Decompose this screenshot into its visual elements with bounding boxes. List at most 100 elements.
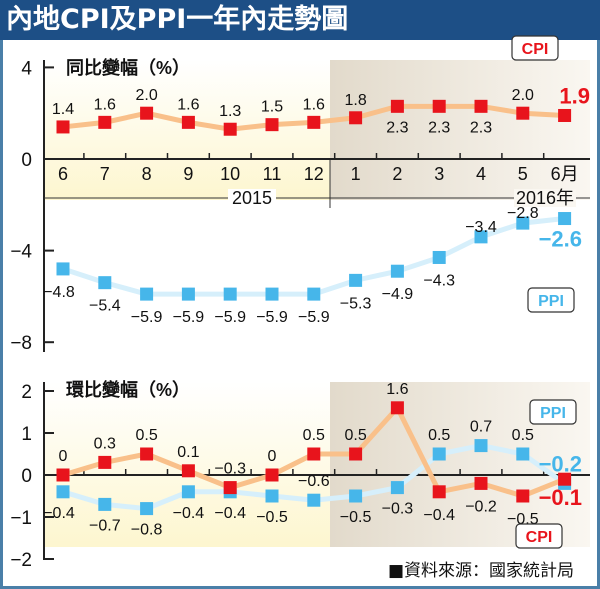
- x-tick-label-month: 6月: [551, 164, 579, 184]
- mom-y-tick-label: 1: [21, 424, 32, 445]
- mom-ppi-value-label: −0.6: [298, 473, 330, 490]
- mom-ppi-callout-label: PPI: [540, 405, 566, 422]
- yoy-cpi-point: [223, 122, 237, 136]
- mom-cpi-value-label: 0.5: [135, 427, 157, 444]
- mom-cpi-point: [140, 447, 154, 461]
- x-tick-label-month: 5: [518, 164, 528, 184]
- mom-cpi-value-label: −0.2: [465, 498, 497, 515]
- yoy-cpi-value-label: 2.3: [386, 119, 408, 136]
- yoy-cpi-value-label: 1.9: [559, 83, 590, 108]
- yoy-cpi-value-label: 2.3: [428, 119, 450, 136]
- yoy-ppi-point: [223, 287, 237, 301]
- yoy-chart-title: 同比變幅（%）: [66, 57, 190, 78]
- x-tick-label-month: 9: [183, 164, 193, 184]
- mom-ppi-point: [390, 481, 404, 495]
- yoy-cpi-value-label: 2.0: [135, 87, 157, 104]
- yoy-ppi-point: [516, 216, 530, 230]
- mom-cpi-value-label: −0.1: [539, 485, 582, 510]
- mom-cpi-point: [181, 464, 195, 478]
- mom-ppi-value-label: 0.7: [470, 419, 492, 436]
- yoy-y-tick-label: −4: [10, 242, 32, 263]
- mom-cpi-value-label: 0: [268, 448, 277, 465]
- mom-ppi-value-label: −0.2: [539, 451, 582, 476]
- yoy-ppi-value-label: −3.4: [465, 219, 497, 236]
- mom-cpi-point: [98, 455, 112, 469]
- x-tick-label-month: 12: [304, 164, 324, 184]
- mom-ppi-point: [307, 493, 321, 507]
- mom-cpi-value-label: 0.3: [94, 435, 116, 452]
- yoy-cpi-value-label: 1.8: [344, 92, 366, 109]
- yoy-cpi-point: [432, 99, 446, 113]
- yoy-cpi-value-label: 1.6: [94, 96, 116, 113]
- mom-ppi-callout-box: [529, 399, 577, 425]
- yoy-y-tick-label: 4: [21, 58, 32, 79]
- yoy-ppi-value-label: −4.8: [43, 284, 75, 301]
- yoy-ppi-point: [140, 287, 154, 301]
- x-tick-label-month: 1: [351, 164, 361, 184]
- yoy-cpi-point: [349, 111, 363, 125]
- mom-y-tick-label: 2: [21, 382, 32, 403]
- mom-cpi-point: [56, 468, 70, 482]
- yoy-ppi-value-label: −2.8: [507, 205, 539, 222]
- yoy-ppi-value-label: −4.3: [423, 272, 455, 289]
- mom-ppi-value-label: −0.7: [89, 517, 121, 534]
- yoy-ppi-value-label: −4.9: [382, 286, 414, 303]
- yoy-ppi-value-label: −2.6: [539, 227, 582, 252]
- yoy-ppi-callout-box: [527, 287, 575, 313]
- mom-chart-title: 環比變幅（%）: [66, 379, 190, 400]
- yoy-ppi-point: [390, 264, 404, 278]
- yoy-cpi-callout-box: [511, 35, 559, 61]
- x-tick-label-month: 8: [142, 164, 152, 184]
- x-tick-label-month: 11: [263, 164, 282, 184]
- mom-ppi-point: [98, 497, 112, 511]
- mom-ppi-value-label: −0.3: [382, 501, 414, 518]
- yoy-ppi-value-label: −5.9: [256, 309, 288, 326]
- mom-cpi-value-label: 0.1: [177, 444, 199, 461]
- yoy-ppi-value-label: −5.9: [214, 309, 246, 326]
- yoy-y-tick-label: 0: [21, 150, 32, 171]
- mom-ppi-value-label: −0.4: [214, 505, 246, 522]
- yoy-cpi-value-label: 2.3: [470, 119, 492, 136]
- yoy-ppi-value-label: −5.9: [298, 309, 330, 326]
- mom-cpi-value-label: 0.5: [344, 427, 366, 444]
- yoy-cpi-value-label: 1.6: [177, 96, 199, 113]
- yoy-ppi-point: [181, 287, 195, 301]
- mom-cpi-point: [307, 447, 321, 461]
- mom-cpi-value-label: 1.6: [386, 381, 408, 398]
- yoy-ppi-point: [558, 212, 572, 226]
- yoy-ppi-callout-label: PPI: [538, 293, 564, 310]
- yoy-cpi-callout-label: CPI: [522, 41, 549, 58]
- year-label-2016: 2016年: [516, 188, 574, 208]
- mom-ppi-value-label: 0.5: [428, 427, 450, 444]
- mom-cpi-point: [474, 476, 488, 490]
- mom-ppi-point: [432, 447, 446, 461]
- yoy-ppi-point: [265, 287, 279, 301]
- year-label-2015: 2015: [232, 188, 272, 208]
- year-2016-bg: [514, 189, 576, 207]
- yoy-cpi-point: [390, 99, 404, 113]
- mom-ppi-value-label: 0.5: [512, 427, 534, 444]
- yoy-cpi-point: [181, 115, 195, 129]
- yoy-cpi-point: [56, 120, 70, 134]
- bg-2015-top: [44, 60, 330, 200]
- x-tick-label-month: 2: [392, 164, 402, 184]
- mom-y-tick-label: −2: [10, 550, 32, 571]
- x-tick-label-month: 10: [220, 164, 240, 184]
- yoy-cpi-point: [474, 99, 488, 113]
- x-tick-label-month: 7: [100, 164, 110, 184]
- mom-cpi-point: [223, 481, 237, 495]
- mom-ppi-point: [56, 485, 70, 499]
- mom-ppi-point: [140, 502, 154, 516]
- x-tick-label-month: 3: [434, 164, 444, 184]
- mom-ppi-point: [474, 439, 488, 453]
- yoy-y-tick-label: −8: [10, 333, 32, 354]
- mom-ppi-point: [516, 447, 530, 461]
- mom-cpi-value-label: −0.3: [214, 461, 246, 478]
- mom-cpi-point: [390, 401, 404, 415]
- yoy-cpi-point: [98, 115, 112, 129]
- year-2015-bg: [228, 189, 276, 207]
- yoy-ppi-point: [98, 276, 112, 290]
- source-note: ■資料來源：國家統計局: [388, 561, 575, 581]
- chart-title: 內地CPI及PPI一年內走勢圖: [0, 0, 600, 40]
